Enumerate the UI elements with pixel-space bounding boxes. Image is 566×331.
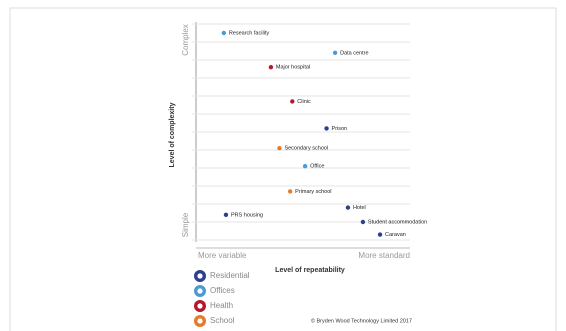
y-axis-title: Level of complexity xyxy=(169,102,176,167)
point-label: Primary school xyxy=(295,189,331,195)
point-label: Research facility xyxy=(229,30,270,36)
point-label: Caravan xyxy=(385,232,406,238)
point-label: Prison xyxy=(332,126,348,132)
point-label: Hotel xyxy=(353,205,366,211)
point-label: Clinic xyxy=(297,99,311,105)
point-label: PRS housing xyxy=(231,212,263,218)
point xyxy=(377,232,383,237)
point-label: Data centre xyxy=(340,50,368,56)
legend-icon-glyph xyxy=(197,303,203,309)
point xyxy=(324,126,329,131)
point xyxy=(302,164,308,169)
legend-label: School xyxy=(210,316,235,325)
point-label: Office xyxy=(310,164,324,170)
x-axis-right: More standard xyxy=(358,251,410,260)
point xyxy=(290,99,295,104)
point xyxy=(223,212,229,217)
legend-label: Offices xyxy=(210,286,235,295)
card xyxy=(9,7,557,331)
point-label: Major hospital xyxy=(276,65,310,71)
y-axis-bottom: Simple xyxy=(181,212,190,237)
point xyxy=(221,30,227,36)
y-axis-top: Complex xyxy=(181,24,190,56)
point-label: Student accommodation xyxy=(368,219,427,225)
point xyxy=(268,65,274,70)
legend-label: Health xyxy=(210,301,233,310)
point-label: Secondary school xyxy=(284,146,328,152)
x-axis-left: More variable xyxy=(198,251,247,260)
legend-icon-glyph xyxy=(197,273,203,279)
point xyxy=(277,146,282,151)
legend-icon-glyph xyxy=(197,318,203,324)
footnote: © Bryden Wood Technology Limited 2017 xyxy=(311,317,412,324)
point xyxy=(287,189,293,194)
point xyxy=(360,219,366,225)
legend-label: Residential xyxy=(210,271,250,280)
point xyxy=(345,205,351,210)
legend-icon-glyph xyxy=(197,288,203,294)
x-axis-title: Level of repeatability xyxy=(275,267,345,274)
point xyxy=(332,50,338,55)
